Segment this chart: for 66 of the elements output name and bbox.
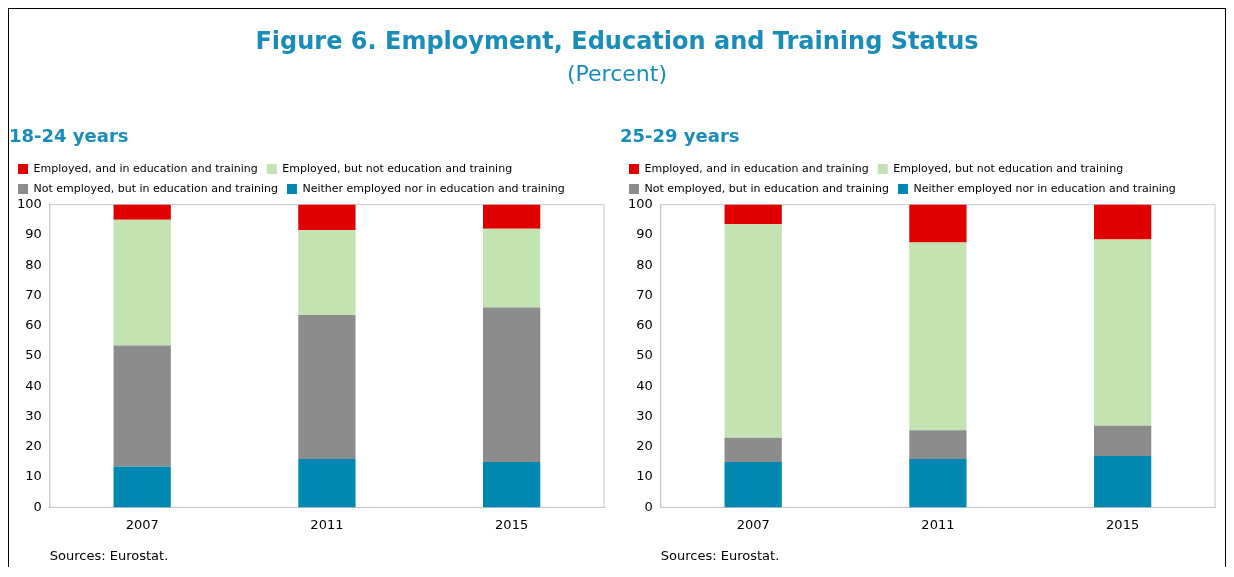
legend-label: Employed, and in education and training bbox=[33, 161, 258, 175]
bar bbox=[909, 204, 967, 243]
text: Figure 6. Employment, Education and Training Status bbox=[254, 27, 980, 55]
bar bbox=[113, 345, 171, 467]
bar bbox=[724, 461, 782, 508]
bar bbox=[483, 204, 541, 229]
bar bbox=[298, 458, 356, 508]
y-tick-label: 0 bbox=[33, 498, 42, 514]
y-tick-label: 80 bbox=[636, 256, 653, 272]
y-tick-label: 10 bbox=[636, 468, 653, 484]
legend-label: Not employed, but in education and training bbox=[33, 181, 278, 195]
y-tick-label: 90 bbox=[636, 226, 653, 242]
legend-label: Neither employed nor in education and training bbox=[302, 181, 565, 195]
y-tick-label: 70 bbox=[636, 286, 653, 302]
bar bbox=[483, 228, 541, 308]
y-tick-label: 60 bbox=[636, 317, 653, 333]
x-tick-label: 2011 bbox=[310, 516, 344, 532]
bar bbox=[298, 230, 356, 316]
bar bbox=[724, 204, 782, 225]
y-tick-label: 50 bbox=[636, 347, 653, 363]
source-note: Sources: Eurostat. bbox=[49, 547, 169, 563]
bar bbox=[1094, 425, 1152, 456]
y-tick-label: 60 bbox=[25, 317, 42, 333]
bar bbox=[113, 466, 171, 508]
bar bbox=[909, 458, 967, 508]
x-tick-label: 2015 bbox=[495, 516, 529, 532]
legend-label: Not employed, but in education and training bbox=[644, 181, 889, 195]
bar bbox=[909, 242, 967, 431]
y-tick-label: 100 bbox=[16, 195, 42, 211]
y-tick-label: 30 bbox=[25, 407, 42, 423]
bar bbox=[1094, 239, 1152, 426]
bar bbox=[724, 224, 782, 438]
y-tick-label: 20 bbox=[636, 438, 653, 454]
legend-label: Employed, but not education and training bbox=[282, 161, 513, 175]
x-tick-label: 2015 bbox=[1106, 516, 1140, 532]
source-note: Sources: Eurostat. bbox=[660, 547, 780, 563]
bar bbox=[909, 430, 967, 459]
y-tick-label: 70 bbox=[25, 286, 42, 302]
y-tick-label: 50 bbox=[25, 347, 42, 363]
y-tick-label: 100 bbox=[627, 195, 653, 211]
legend-label: Employed, but not education and training bbox=[893, 161, 1124, 175]
bar bbox=[1094, 204, 1152, 240]
bar bbox=[113, 204, 171, 220]
x-tick-label: 2011 bbox=[921, 516, 955, 532]
y-tick-label: 30 bbox=[636, 407, 653, 423]
chart-title: 25-29 years bbox=[620, 125, 740, 147]
y-tick-label: 90 bbox=[25, 226, 42, 242]
bar bbox=[483, 461, 541, 508]
bar bbox=[483, 307, 541, 462]
bar bbox=[298, 204, 356, 231]
bar bbox=[298, 315, 356, 459]
bar bbox=[113, 219, 171, 346]
y-tick-label: 80 bbox=[25, 256, 42, 272]
legend-label: Employed, and in education and training bbox=[644, 161, 869, 175]
y-tick-label: 20 bbox=[25, 438, 42, 454]
legend-label: Neither employed nor in education and training bbox=[913, 181, 1176, 195]
bar bbox=[724, 437, 782, 462]
y-tick-label: 40 bbox=[25, 377, 42, 393]
bar bbox=[1094, 455, 1152, 508]
x-tick-label: 2007 bbox=[736, 516, 770, 532]
text: (Percent) bbox=[566, 61, 668, 86]
y-tick-label: 0 bbox=[644, 498, 653, 514]
chart-title: 18-24 years bbox=[9, 125, 129, 147]
x-tick-label: 2007 bbox=[125, 516, 159, 532]
y-tick-label: 40 bbox=[636, 377, 653, 393]
y-tick-label: 10 bbox=[25, 468, 42, 484]
